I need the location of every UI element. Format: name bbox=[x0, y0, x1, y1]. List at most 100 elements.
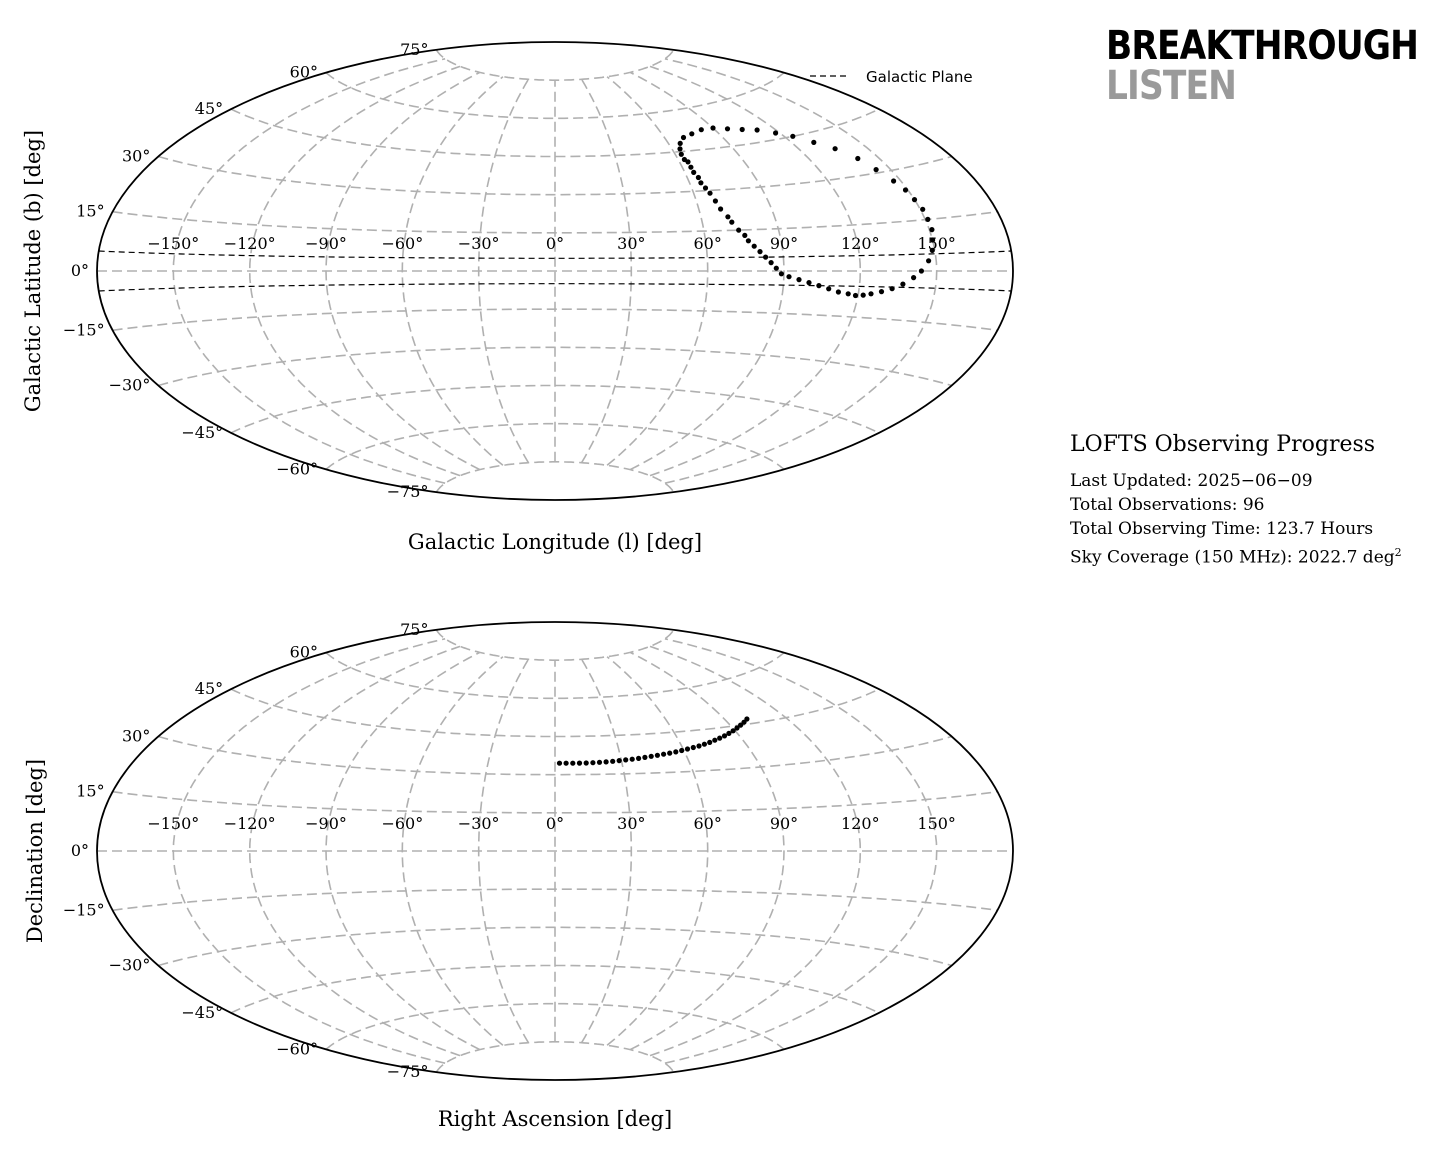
observation-point bbox=[654, 752, 661, 758]
observation-point bbox=[739, 126, 745, 133]
progress-panel: LOFTS Observing Progress Last Updated: 2… bbox=[1070, 432, 1402, 570]
observation-point bbox=[860, 292, 866, 298]
x-tick-label: −60° bbox=[381, 814, 423, 833]
observation-point bbox=[878, 289, 885, 295]
observation-point bbox=[918, 268, 925, 274]
parallel-line bbox=[325, 1002, 785, 1050]
observation-point bbox=[926, 258, 932, 264]
observation-point bbox=[685, 159, 691, 165]
parallel-line bbox=[158, 155, 952, 196]
observation-point bbox=[745, 238, 752, 244]
observation-point bbox=[929, 247, 935, 253]
observation-point bbox=[616, 758, 622, 764]
sky-coverage-exponent: 2 bbox=[1394, 546, 1402, 559]
observation-point bbox=[696, 743, 702, 749]
y-tick-label: −60° bbox=[276, 459, 318, 478]
observation-point bbox=[680, 134, 687, 141]
observing-time: Total Observing Time: 123.7 Hours bbox=[1070, 517, 1402, 541]
meridian-line bbox=[606, 76, 709, 466]
observation-point bbox=[677, 140, 683, 146]
observation-point bbox=[556, 760, 563, 766]
observation-point bbox=[712, 198, 719, 204]
x-tick-label: 0° bbox=[546, 234, 564, 253]
observation-point bbox=[855, 155, 861, 162]
x-tick-label: 30° bbox=[617, 234, 645, 253]
observation-point bbox=[738, 722, 744, 728]
equatorial-sky-map: −150° −120° −90° −60° −30° 0° 30° 60° 90° 120° 150… bbox=[23, 620, 1014, 1131]
x-tick-label: −30° bbox=[458, 234, 500, 253]
sky-coverage: Sky Coverage (150 MHz): 2022.7 deg2 bbox=[1070, 541, 1402, 570]
observation-point bbox=[673, 749, 679, 755]
observing-time-label: Total Observing Time: bbox=[1070, 519, 1261, 539]
observation-point bbox=[742, 232, 748, 238]
observation-point bbox=[778, 271, 785, 277]
observation-point bbox=[911, 275, 917, 281]
grid-lines bbox=[97, 49, 1013, 493]
x-tick-label: 150° bbox=[917, 814, 956, 833]
sky-coverage-value: 2022.7 deg bbox=[1297, 547, 1395, 568]
observation-point bbox=[835, 289, 842, 295]
observation-point bbox=[636, 755, 642, 762]
observation-point bbox=[563, 760, 569, 766]
observation-point bbox=[730, 728, 736, 734]
observation-point bbox=[707, 190, 713, 196]
y-tick-label: 15° bbox=[76, 782, 104, 801]
y-tick-label: 60° bbox=[290, 643, 318, 662]
galactic-sky-map: −150° −120° −90° −60° −30° 0° 30° 60° 90° 120° 150… bbox=[21, 40, 1014, 554]
observation-point bbox=[790, 133, 796, 139]
parallel-line bbox=[230, 964, 880, 1014]
observation-point bbox=[773, 265, 779, 271]
x-tick-label: 60° bbox=[693, 814, 721, 833]
observation-point bbox=[724, 126, 731, 132]
observation-point bbox=[773, 130, 779, 136]
observation-points bbox=[677, 125, 936, 299]
y-axis-label: Declination [deg] bbox=[23, 759, 47, 943]
observation-point bbox=[868, 291, 874, 297]
parallel-line bbox=[325, 422, 785, 470]
map-boundary bbox=[96, 621, 1014, 1081]
observation-point bbox=[677, 146, 683, 152]
observation-point bbox=[590, 760, 596, 766]
observation-point bbox=[642, 754, 648, 761]
x-tick-label: −90° bbox=[305, 814, 347, 833]
parallel-line bbox=[112, 790, 998, 814]
observation-point bbox=[726, 730, 732, 737]
observation-point bbox=[596, 759, 603, 765]
progress-title: LOFTS Observing Progress bbox=[1070, 432, 1376, 457]
sky-coverage-label: Sky Coverage (150 MHz): bbox=[1070, 547, 1293, 568]
y-tick-label: 75° bbox=[400, 40, 428, 59]
observation-point bbox=[786, 274, 792, 280]
observation-point bbox=[826, 286, 832, 292]
observation-point bbox=[701, 741, 708, 747]
observation-point bbox=[734, 725, 740, 731]
observation-point bbox=[583, 760, 589, 766]
meridian-line bbox=[629, 71, 785, 471]
observation-points bbox=[556, 716, 750, 766]
y-tick-label: −60° bbox=[276, 1039, 318, 1058]
y-tick-label: −15° bbox=[63, 900, 105, 919]
observation-point bbox=[629, 756, 635, 762]
observation-point bbox=[889, 286, 895, 292]
observation-point bbox=[930, 237, 936, 243]
x-tick-label: 30° bbox=[617, 814, 645, 833]
observing-time-value: 123.7 Hours bbox=[1266, 519, 1374, 539]
observation-point bbox=[570, 760, 576, 766]
meridian-line bbox=[629, 651, 785, 1051]
y-tick-label: 30° bbox=[122, 727, 150, 746]
observation-point bbox=[925, 216, 931, 222]
y-tick-label: −15° bbox=[63, 320, 105, 339]
parallel-line bbox=[112, 308, 998, 332]
observation-point bbox=[744, 716, 750, 722]
x-tick-label: −60° bbox=[381, 234, 423, 253]
observation-point bbox=[698, 180, 704, 186]
y-tick-label: 0° bbox=[71, 261, 89, 280]
observation-point bbox=[689, 131, 695, 137]
observation-point bbox=[684, 746, 691, 752]
y-tick-label: −75° bbox=[387, 1062, 429, 1081]
x-axis-label: Right Ascension [deg] bbox=[438, 1107, 672, 1131]
observation-point bbox=[721, 733, 728, 739]
observation-point bbox=[725, 214, 731, 220]
grid-lines bbox=[97, 629, 1013, 1073]
y-tick-label: −30° bbox=[109, 376, 151, 395]
